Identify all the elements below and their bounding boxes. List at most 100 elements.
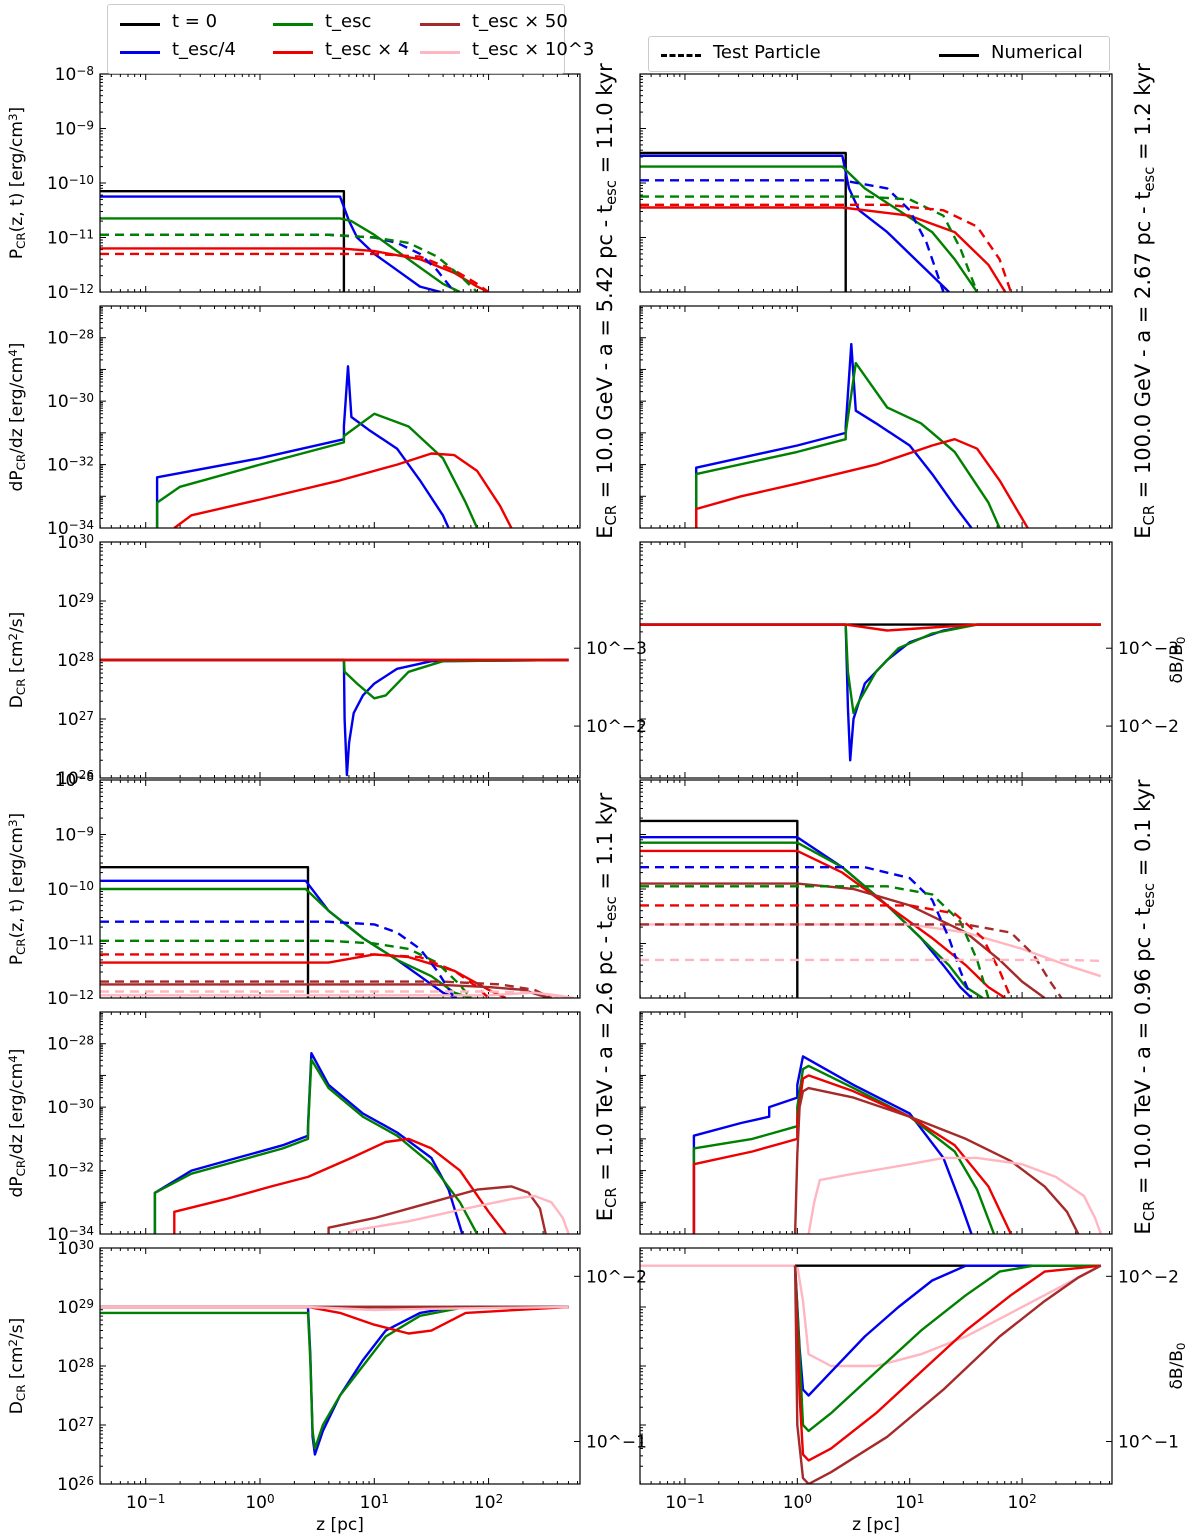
series-line <box>640 151 847 292</box>
series-line <box>100 1305 569 1312</box>
series-line <box>640 841 984 998</box>
series-line <box>695 438 1029 528</box>
series-line <box>100 252 490 292</box>
panel-p1: 10−12 10−11 10−10 10−9 10−8 PCR(z, t) [erg/cm… <box>6 64 581 303</box>
series-group <box>640 819 1102 998</box>
row-label: ECR = 10.0 GeV - a = 5.42 pc - tesc = 11… <box>593 63 620 539</box>
x-tick-label: 102 <box>1007 1492 1036 1513</box>
series-line <box>100 990 569 998</box>
right-tick-label: 10^−2 <box>1118 717 1179 737</box>
y-tick-label: 1030 <box>57 532 94 553</box>
axes-frame <box>639 541 1113 779</box>
series-line <box>640 923 1063 998</box>
row-label: ECR = 1.0 TeV - a = 2.6 pc - tesc = 1.1 … <box>593 792 620 1221</box>
series-line <box>793 1264 1101 1397</box>
series-line <box>640 623 1101 632</box>
y-axis-label: dPCR/dz [erg/cm4] <box>6 343 28 492</box>
panel-p3: 10−12 10−11 10−10 10−9 10−8 PCR(z, t) [erg/cm… <box>6 770 581 1009</box>
series-group <box>640 623 1101 762</box>
right-tick-label: 10^−2 <box>586 717 647 737</box>
y-tick-label: 1027 <box>57 1415 94 1436</box>
y-tick-label: 1029 <box>57 1297 94 1318</box>
y-tick-label: 10−28 <box>47 327 94 348</box>
series-line <box>100 658 569 777</box>
y-tick-label: 10−30 <box>47 391 94 412</box>
y-tick-label: 1028 <box>57 650 94 671</box>
series-line <box>793 1264 1101 1462</box>
right-tick-label: 10^−3 <box>1118 639 1179 659</box>
right-tick-label: 10^−1 <box>586 1433 647 1453</box>
series-line <box>640 206 1007 292</box>
y-tick-label: 10−12 <box>47 282 94 303</box>
y-tick-label: 10−32 <box>47 454 94 475</box>
series-line <box>100 190 346 292</box>
y-tick-label: 10−11 <box>47 933 94 954</box>
y-tick-label: 10−8 <box>55 770 94 791</box>
y-tick-label: 1029 <box>57 591 94 612</box>
row-label: ECR = 100.0 GeV - a = 2.67 pc - tesc = 1… <box>1131 63 1158 539</box>
axes-frame <box>639 1011 1113 1235</box>
y-tick-label: 10−32 <box>47 1160 94 1181</box>
series-line <box>793 1264 1102 1484</box>
series-group <box>100 190 490 292</box>
series-line <box>695 342 973 528</box>
axes-frame <box>99 779 581 999</box>
right-tick-label: 10^−1 <box>1118 1433 1179 1453</box>
legend-method: Test Particle Numerical <box>648 36 1110 72</box>
series-line <box>640 165 979 292</box>
y-tick-label: 1026 <box>57 1474 94 1495</box>
y-axis-label: DCR [cm2/s] <box>6 612 28 708</box>
series-line <box>100 939 473 998</box>
series-line <box>640 623 1101 715</box>
y-tick-label: 10−11 <box>47 227 94 248</box>
series-line <box>793 1086 1080 1234</box>
y-axis-label: PCR(z, t) [erg/cm3] <box>6 813 28 965</box>
series-line <box>695 361 1001 528</box>
series-group <box>155 365 513 528</box>
y-tick-label: 10−28 <box>47 1033 94 1054</box>
series-line <box>155 412 479 528</box>
panel-p4 <box>639 779 1113 999</box>
series-group <box>640 1264 1102 1484</box>
y-tick-label: 10−30 <box>47 1097 94 1118</box>
series-line <box>350 1194 570 1234</box>
x-tick-label: 102 <box>474 1492 503 1513</box>
panel-d4 <box>639 1011 1113 1235</box>
series-line <box>100 247 490 292</box>
series-line <box>807 1156 1102 1234</box>
series-line <box>692 1064 996 1234</box>
panel-dc4: 10−1 100 101 102 10^−2 10^−1 δB/B0 z [pc] <box>639 1247 1188 1535</box>
y-tick-label: 1030 <box>57 1238 94 1259</box>
y-tick-label: 1028 <box>57 1356 94 1377</box>
axes-frame <box>99 73 581 293</box>
x-tick-label: 101 <box>895 1492 924 1513</box>
series-line <box>640 882 1046 998</box>
series-line <box>153 1058 479 1234</box>
axes-frame <box>99 305 581 529</box>
series-group <box>695 342 1029 528</box>
series-group <box>153 1052 570 1234</box>
series-line <box>155 365 450 528</box>
series-group <box>100 1305 569 1456</box>
series-line <box>100 1305 569 1456</box>
series-line <box>793 1264 1101 1433</box>
series-line <box>640 203 1013 292</box>
y-tick-label: 10−9 <box>55 824 94 845</box>
series-line <box>100 920 456 998</box>
series-group <box>100 866 575 998</box>
x-tick-label: 10−1 <box>665 1492 704 1513</box>
axes-frame <box>99 1247 581 1485</box>
series-line <box>100 866 310 998</box>
legend-time: t = 0 t_esc/4 t_esc t_esc × 4 t_esc × 50… <box>107 4 594 74</box>
y-axis-label: DCR [cm2/s] <box>6 1318 28 1414</box>
y-tick-label: 10−12 <box>47 988 94 1009</box>
x-tick-label: 100 <box>783 1492 812 1513</box>
x-axis-label: z [pc] <box>852 1515 900 1535</box>
series-line <box>100 233 478 292</box>
y-axis-label: δB/B0 <box>1167 636 1188 683</box>
panel-p2 <box>639 73 1113 293</box>
series-line <box>100 658 569 700</box>
